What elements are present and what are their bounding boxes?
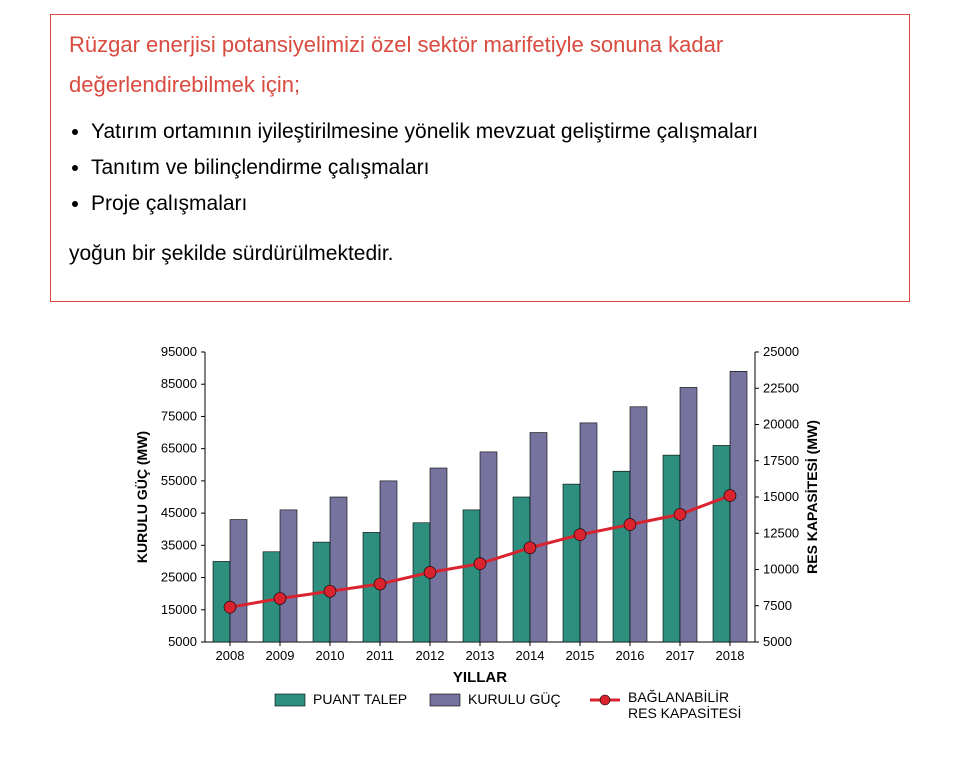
page: Rüzgar enerjisi potansiyelimizi özel sek… xyxy=(0,0,960,782)
svg-text:2017: 2017 xyxy=(666,648,695,663)
svg-text:RES KAPASİTESİ (MW): RES KAPASİTESİ (MW) xyxy=(804,420,820,574)
svg-text:15000: 15000 xyxy=(763,489,799,504)
chart-container: 5000 15000 25000 35000 45000 55000 65000 75000 8… xyxy=(110,342,850,742)
svg-text:25000: 25000 xyxy=(161,570,197,585)
svg-text:95000: 95000 xyxy=(161,344,197,359)
svg-text:2018: 2018 xyxy=(716,648,745,663)
svg-text:7500: 7500 xyxy=(763,598,792,613)
svg-text:20000: 20000 xyxy=(763,417,799,432)
svg-text:45000: 45000 xyxy=(161,505,197,520)
headline-line-2: değerlendirebilmek için; xyxy=(69,72,300,97)
svg-text:75000: 75000 xyxy=(161,408,197,423)
svg-text:YILLAR: YILLAR xyxy=(453,669,507,686)
headline-line-1: Rüzgar enerjisi potansiyelimizi özel sek… xyxy=(69,32,723,57)
svg-text:2013: 2013 xyxy=(466,648,495,663)
svg-text:2012: 2012 xyxy=(416,648,445,663)
svg-text:17500: 17500 xyxy=(763,453,799,468)
svg-text:65000: 65000 xyxy=(161,441,197,456)
svg-text:2011: 2011 xyxy=(366,648,394,663)
intro-text-box: Rüzgar enerjisi potansiyelimizi özel sek… xyxy=(50,14,910,302)
svg-text:55000: 55000 xyxy=(161,473,197,488)
bullet-item: Yatırım ortamının iyileştirilmesine yöne… xyxy=(91,114,891,150)
svg-text:85000: 85000 xyxy=(161,376,197,391)
bullet-item: Tanıtım ve bilinçlendirme çalışmaları xyxy=(91,150,891,186)
closing-line: yoğun bir şekilde sürdürülmektedir. xyxy=(69,242,891,266)
svg-text:PUANT TALEP: PUANT TALEP xyxy=(313,691,407,707)
headline: Rüzgar enerjisi potansiyelimizi özel sek… xyxy=(69,25,891,104)
chart-svg: 5000 15000 25000 35000 45000 55000 65000 75000 8… xyxy=(110,342,850,742)
svg-text:2016: 2016 xyxy=(616,648,645,663)
svg-text:12500: 12500 xyxy=(763,525,799,540)
svg-text:KURULU GÜÇ (MW): KURULU GÜÇ (MW) xyxy=(134,431,150,563)
svg-text:5000: 5000 xyxy=(763,634,792,649)
svg-text:35000: 35000 xyxy=(161,537,197,552)
svg-text:2009: 2009 xyxy=(266,648,295,663)
svg-text:2010: 2010 xyxy=(316,648,345,663)
svg-text:KURULU GÜÇ: KURULU GÜÇ xyxy=(468,690,561,707)
svg-text:25000: 25000 xyxy=(763,344,799,359)
bullet-item: Proje çalışmaları xyxy=(91,186,891,222)
bullet-list: Yatırım ortamının iyileştirilmesine yöne… xyxy=(69,114,891,221)
svg-text:2008: 2008 xyxy=(216,648,245,663)
svg-text:5000: 5000 xyxy=(168,634,197,649)
svg-text:22500: 22500 xyxy=(763,380,799,395)
svg-text:BAĞLANABİLİR: BAĞLANABİLİR xyxy=(628,688,729,705)
svg-text:2014: 2014 xyxy=(516,648,545,663)
svg-text:10000: 10000 xyxy=(763,562,799,577)
svg-text:RES KAPASİTESİ: RES KAPASİTESİ xyxy=(628,704,741,721)
svg-text:15000: 15000 xyxy=(161,602,197,617)
svg-text:2015: 2015 xyxy=(566,648,595,663)
